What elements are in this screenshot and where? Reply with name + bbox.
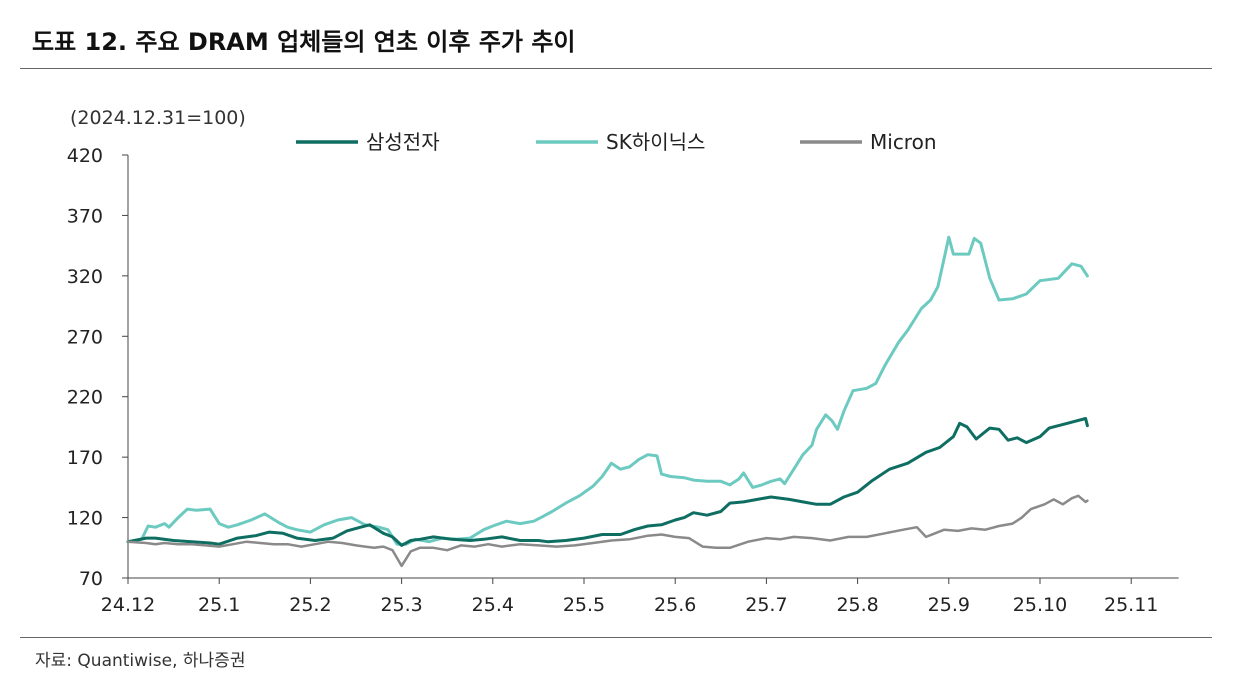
- y-tick-label: 120: [67, 508, 103, 530]
- x-tick-label: 24.12: [101, 594, 155, 616]
- unit-note: (2024.12.31=100): [70, 107, 246, 129]
- x-tick-label: 25.4: [472, 594, 514, 616]
- series-line-2: [126, 494, 1089, 568]
- series-layer: [126, 235, 1089, 568]
- x-tick-label: 25.3: [380, 594, 422, 616]
- x-tick-label: 25.9: [928, 594, 970, 616]
- x-tick-label: 25.2: [289, 594, 331, 616]
- series-line-0: [126, 235, 1089, 546]
- y-tick-label: 220: [67, 387, 103, 409]
- y-axis: 420 370 320 270 220 170 120 70: [67, 145, 129, 590]
- legend-label: Micron: [870, 130, 937, 154]
- x-tick-label: 25.6: [654, 594, 696, 616]
- chart-title: 도표 12. 주요 DRAM 업체들의 연초 이후 주가 추이: [32, 28, 576, 56]
- y-tick-label: 70: [79, 568, 103, 590]
- x-axis: 24.12 25.1 25.2 25.3 25.4 25.5 25.6 25.7 25.8 25.…: [101, 577, 1179, 616]
- top-divider: [20, 68, 1212, 69]
- series-line-1: [126, 417, 1089, 547]
- y-tick-label: 420: [67, 145, 103, 167]
- x-tick-label: 25.1: [198, 594, 240, 616]
- y-tick-label: 320: [67, 266, 103, 288]
- bottom-divider: [20, 637, 1212, 638]
- legend: 삼성전자 SK하이닉스 Micron: [296, 130, 937, 154]
- y-tick-label: 270: [67, 326, 103, 348]
- x-tick-label: 25.5: [563, 594, 605, 616]
- x-tick-label: 25.8: [836, 594, 878, 616]
- y-tick-label: 370: [67, 205, 103, 227]
- legend-label: 삼성전자: [366, 130, 440, 154]
- x-tick-label: 25.7: [745, 594, 787, 616]
- y-tick-label: 170: [67, 447, 103, 469]
- x-tick-label: 25.11: [1104, 594, 1158, 616]
- x-tick-label: 25.10: [1013, 594, 1067, 616]
- source-note: 자료: Quantiwise, 하나증권: [35, 651, 246, 671]
- legend-label: SK하이닉스: [606, 130, 705, 154]
